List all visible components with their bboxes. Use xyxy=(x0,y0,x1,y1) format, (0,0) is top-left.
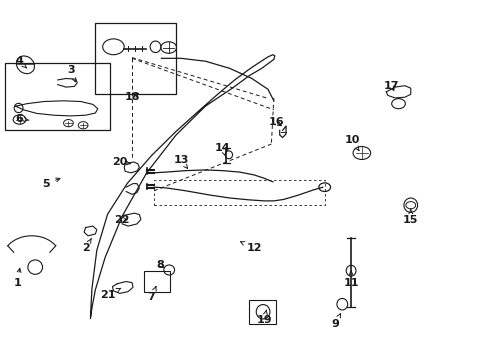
Text: 8: 8 xyxy=(156,260,164,270)
Text: 19: 19 xyxy=(256,310,271,325)
Text: 10: 10 xyxy=(344,135,359,150)
Text: 9: 9 xyxy=(330,314,340,329)
Text: 18: 18 xyxy=(124,92,140,102)
Bar xyxy=(249,300,276,324)
Text: 6: 6 xyxy=(16,114,29,124)
Text: 1: 1 xyxy=(13,269,21,288)
Bar xyxy=(144,271,169,292)
Text: 22: 22 xyxy=(114,215,130,225)
Text: 11: 11 xyxy=(343,271,358,288)
Text: 20: 20 xyxy=(112,157,130,167)
Bar xyxy=(5,63,110,130)
Text: 16: 16 xyxy=(268,117,284,127)
Text: 12: 12 xyxy=(240,242,262,253)
Text: 2: 2 xyxy=(81,238,91,253)
Text: 15: 15 xyxy=(402,209,418,225)
Text: 5: 5 xyxy=(42,178,60,189)
Bar xyxy=(95,23,176,94)
Text: 3: 3 xyxy=(67,65,76,82)
Text: 17: 17 xyxy=(383,81,398,91)
Text: 4: 4 xyxy=(16,56,26,68)
Text: 21: 21 xyxy=(100,288,121,300)
Text: 14: 14 xyxy=(214,143,230,156)
Text: 7: 7 xyxy=(147,287,156,302)
Text: 13: 13 xyxy=(173,155,188,168)
